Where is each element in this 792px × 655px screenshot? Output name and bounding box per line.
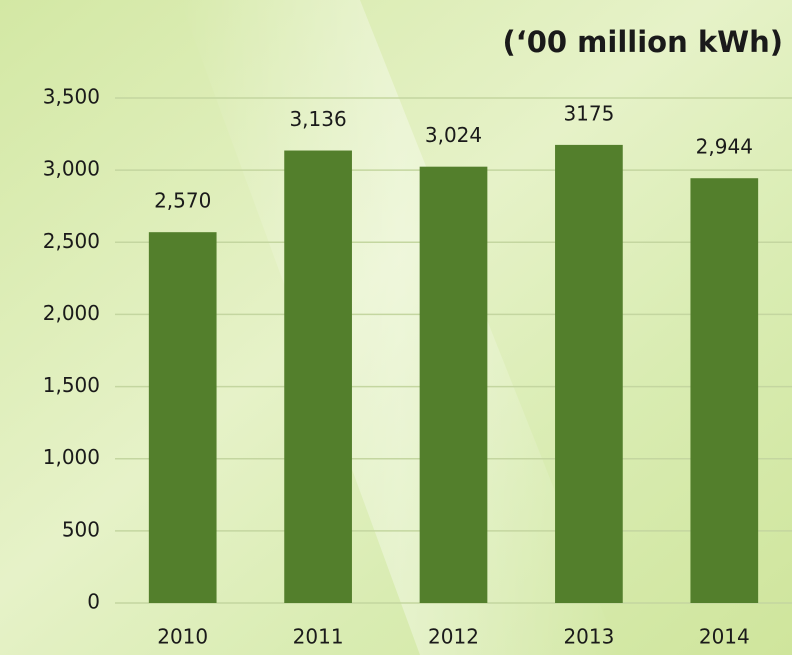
data-label: 3,136 <box>289 107 346 131</box>
y-tick-label: 1,500 <box>43 373 100 397</box>
x-tick-label: 2012 <box>428 625 479 649</box>
bar <box>148 232 217 603</box>
data-label: 2,944 <box>696 135 753 159</box>
data-label: 2,570 <box>154 189 211 213</box>
y-tick-label: 0 <box>87 590 100 614</box>
chart-title: (‘00 million kWh) <box>502 25 783 59</box>
y-tick-label: 500 <box>62 517 100 541</box>
x-tick-label: 2013 <box>563 625 614 649</box>
bar <box>690 178 759 604</box>
plot-area: 0 500 1,000 1,500 2,000 2,500 3,000 3,500 2010 2,… <box>43 85 792 649</box>
x-tick-label: 2011 <box>293 625 344 649</box>
y-tick-label: 2,000 <box>43 301 100 325</box>
y-tick-label: 2,500 <box>43 229 100 253</box>
data-label: 3175 <box>563 101 614 125</box>
bar <box>419 166 488 603</box>
y-tick-label: 3,000 <box>43 157 100 181</box>
x-tick-label: 2014 <box>699 625 750 649</box>
y-tick-label: 1,000 <box>43 445 100 469</box>
data-label: 3,024 <box>425 123 482 147</box>
y-tick-label: 3,500 <box>43 85 100 109</box>
x-tick-label: 2010 <box>157 625 208 649</box>
bar <box>284 150 352 603</box>
bar <box>555 144 623 603</box>
